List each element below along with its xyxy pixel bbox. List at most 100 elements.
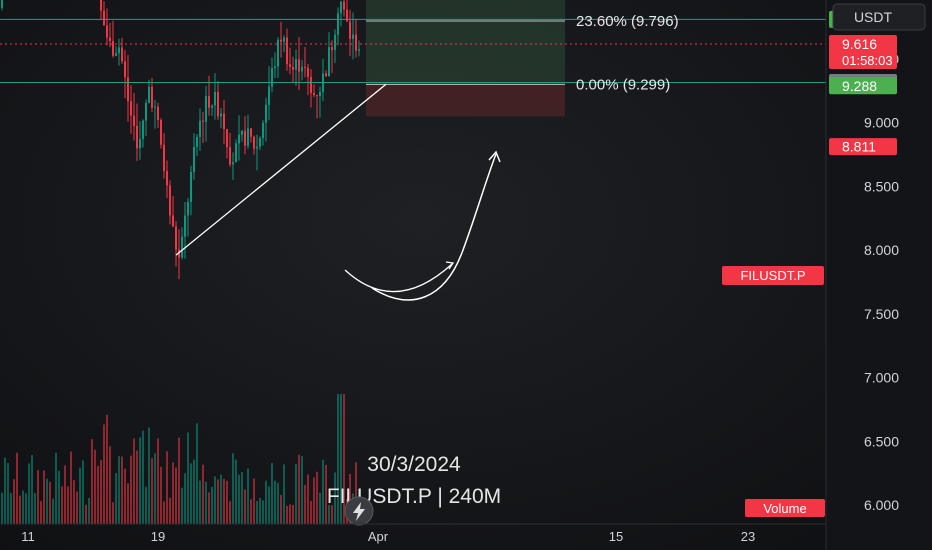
volume-bar xyxy=(238,474,240,524)
candle-body xyxy=(157,106,159,121)
volume-bar xyxy=(136,450,138,524)
volume-bar xyxy=(55,452,57,524)
volume-bar xyxy=(142,430,144,524)
candle-body xyxy=(238,134,240,144)
volume-bar xyxy=(22,490,24,524)
volume-bar xyxy=(76,491,78,524)
volume-bar xyxy=(127,483,129,524)
volume-bar xyxy=(160,466,162,524)
candle-body xyxy=(331,47,333,51)
candle-body xyxy=(208,96,210,108)
volume-bars xyxy=(1,394,360,524)
currency-button[interactable]: USDT xyxy=(832,3,926,31)
volume-bar xyxy=(196,423,198,524)
volume-bar xyxy=(262,500,264,524)
price-tag xyxy=(829,138,897,156)
volume-bar xyxy=(73,480,75,524)
volume-bar xyxy=(1,492,3,524)
candle-body xyxy=(187,201,189,216)
candle-body xyxy=(175,226,177,250)
volume-bar xyxy=(70,451,72,524)
volume-bar xyxy=(112,502,114,524)
volume-bar xyxy=(43,470,45,524)
time-tick-label: 23 xyxy=(741,529,755,544)
volume-bar xyxy=(355,462,357,524)
candle-body xyxy=(232,162,234,165)
volume-bar xyxy=(337,394,339,524)
candle-body xyxy=(148,86,150,103)
volume-bar xyxy=(178,437,180,524)
volume-bar xyxy=(253,478,255,524)
price-tag-label: 9.616 xyxy=(842,36,877,52)
volume-bar xyxy=(220,474,222,524)
fibonacci-zone xyxy=(366,0,565,117)
candle-body xyxy=(271,68,273,87)
candle-body xyxy=(241,130,243,135)
volume-bar xyxy=(100,460,102,524)
volume-bar xyxy=(349,473,351,524)
projection-curve xyxy=(371,153,497,301)
volume-legend[interactable]: Volume xyxy=(745,499,825,517)
price-tag xyxy=(829,77,897,95)
volume-bar xyxy=(172,462,174,524)
arrowhead-icon xyxy=(488,150,501,163)
projection-short xyxy=(344,263,453,293)
volume-bar xyxy=(190,463,192,524)
volume-bar xyxy=(28,463,30,524)
volume-bar xyxy=(34,493,36,524)
price-tick-label: 9.000 xyxy=(864,115,899,131)
symbol-tag-label: FILUSDT.P xyxy=(740,268,805,283)
volume-bar xyxy=(313,477,315,524)
volume-bar xyxy=(145,486,147,524)
time-axis[interactable]: 11 19 Apr 15 23 xyxy=(21,529,755,544)
volume-bar xyxy=(151,458,153,524)
volume-bar xyxy=(106,414,108,524)
candle-body xyxy=(352,34,354,39)
candle-body xyxy=(346,9,348,22)
price-axis[interactable]: 6.0006.5007.0007.5008.0008.5009.0009.500… xyxy=(856,0,899,513)
volume-bar xyxy=(85,504,87,524)
time-tick-label: Apr xyxy=(368,529,389,544)
candlesticks xyxy=(1,0,360,280)
volume-bar xyxy=(40,501,42,524)
candle-body xyxy=(298,59,300,72)
candle-body xyxy=(160,120,162,145)
price-tick-label: 7.000 xyxy=(864,370,899,386)
volume-bar xyxy=(328,505,330,524)
volume-bar xyxy=(130,455,132,524)
candle-body xyxy=(280,39,282,42)
replay-bolt-icon[interactable] xyxy=(344,496,374,526)
candle-body xyxy=(292,66,294,70)
trendline[interactable] xyxy=(175,83,387,256)
volume-bar xyxy=(115,472,117,524)
candle-body xyxy=(235,143,237,163)
volume-bar xyxy=(166,451,168,524)
price-tag-label: 8.811 xyxy=(842,139,876,155)
volume-bar xyxy=(193,459,195,524)
volume-bar xyxy=(280,494,282,524)
volume-label: Volume xyxy=(763,501,806,516)
candle-body xyxy=(316,95,318,97)
candle-body xyxy=(253,136,255,149)
price-tag-label: 9.288 xyxy=(842,78,877,94)
candle-body xyxy=(145,102,147,121)
candle-body xyxy=(307,67,309,77)
volume-bar xyxy=(187,432,189,524)
candle-body xyxy=(226,129,228,148)
candle-body xyxy=(274,66,276,69)
candle-body xyxy=(103,10,105,26)
volume-bar xyxy=(211,486,213,524)
candle-body xyxy=(142,120,144,140)
candle-body xyxy=(193,146,195,172)
volume-bar xyxy=(58,470,60,524)
volume-bar xyxy=(184,473,186,524)
candle-body xyxy=(154,106,156,108)
volume-bar xyxy=(79,467,81,524)
volume-bar xyxy=(19,495,21,524)
candle-body xyxy=(340,1,342,14)
candle-body xyxy=(136,125,138,149)
volume-bar xyxy=(124,468,126,524)
candle-body xyxy=(214,91,216,106)
candle-body xyxy=(127,77,129,102)
